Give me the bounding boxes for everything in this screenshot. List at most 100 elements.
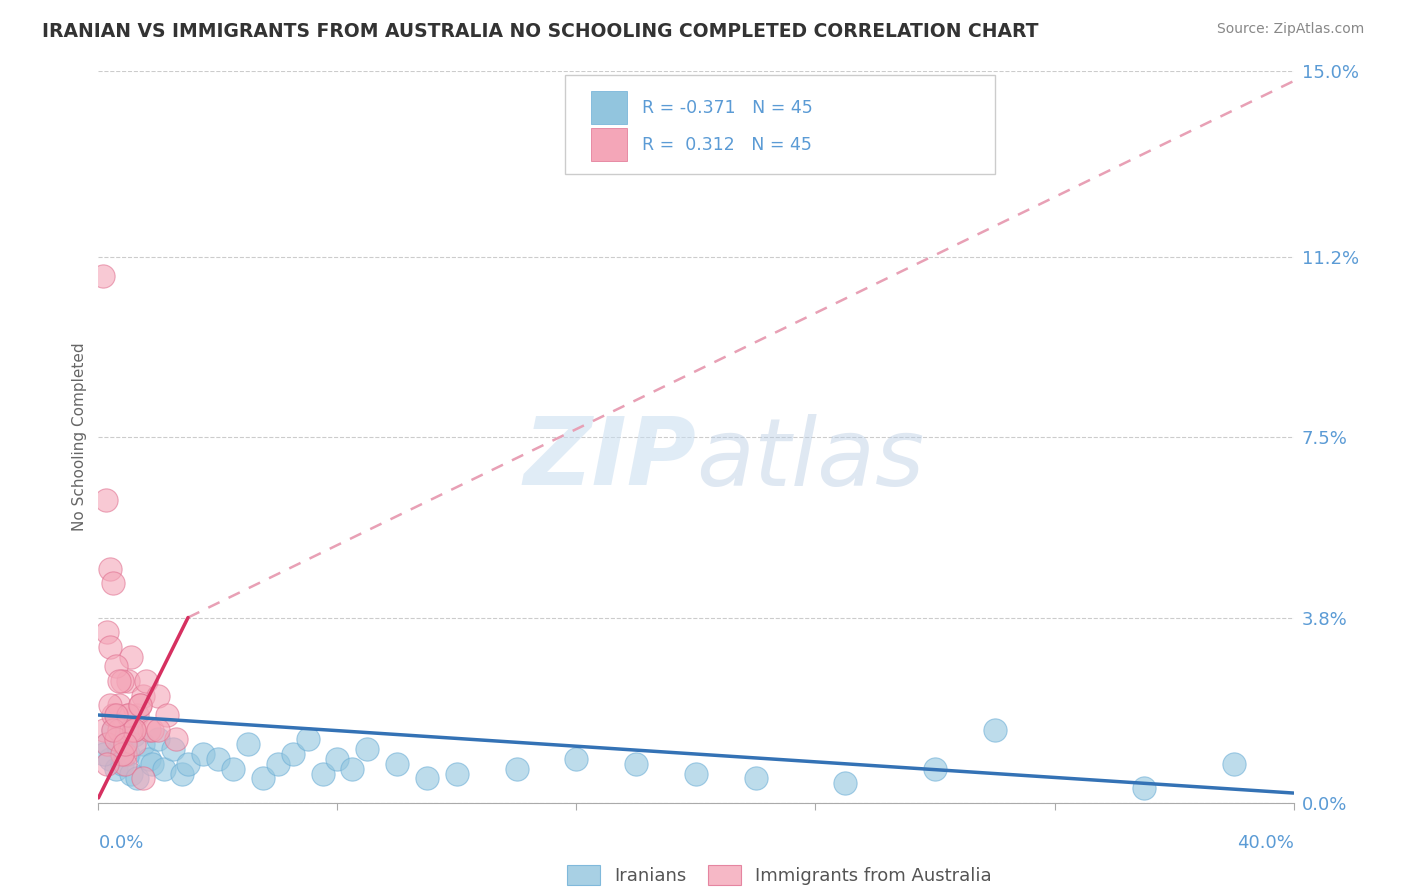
- Point: [103, 576, 125, 591]
- Point: [138, 752, 160, 766]
- Point: [96, 737, 118, 751]
- Point: [626, 756, 648, 771]
- Point: [207, 752, 229, 766]
- Point: [120, 766, 142, 780]
- Point: [124, 737, 146, 751]
- Point: [103, 708, 125, 723]
- Point: [162, 742, 184, 756]
- Point: [924, 762, 946, 776]
- Point: [236, 737, 259, 751]
- Point: [153, 762, 176, 776]
- Point: [124, 723, 146, 737]
- Point: [117, 673, 139, 688]
- Point: [177, 756, 200, 771]
- Point: [311, 766, 333, 780]
- Text: atlas: atlas: [696, 414, 924, 505]
- Point: [93, 723, 115, 737]
- Text: R =  0.312   N = 45: R = 0.312 N = 45: [643, 136, 813, 153]
- Point: [108, 742, 131, 756]
- Point: [108, 723, 131, 737]
- Point: [127, 708, 149, 723]
- Point: [138, 723, 160, 737]
- Point: [148, 732, 170, 747]
- Point: [124, 727, 146, 741]
- Point: [132, 737, 155, 751]
- Point: [385, 756, 409, 771]
- Point: [117, 708, 139, 723]
- Point: [342, 762, 364, 776]
- Point: [108, 698, 131, 713]
- Point: [129, 698, 152, 713]
- Point: [267, 756, 290, 771]
- Point: [117, 747, 139, 761]
- Point: [252, 772, 274, 786]
- Point: [94, 493, 117, 508]
- Point: [100, 640, 122, 654]
- Text: R = -0.371   N = 45: R = -0.371 N = 45: [643, 99, 813, 117]
- Point: [172, 766, 194, 780]
- Point: [105, 762, 128, 776]
- Point: [984, 723, 1007, 737]
- Point: [326, 752, 349, 766]
- Point: [191, 747, 214, 761]
- Text: ZIP: ZIP: [523, 413, 696, 505]
- Point: [141, 756, 163, 771]
- Text: 40.0%: 40.0%: [1237, 834, 1294, 852]
- Point: [114, 747, 136, 761]
- Point: [105, 732, 128, 747]
- Point: [132, 772, 155, 786]
- Point: [105, 708, 128, 723]
- Bar: [591, 92, 627, 124]
- Point: [446, 766, 468, 780]
- Text: 0.0%: 0.0%: [98, 834, 143, 852]
- Point: [111, 747, 134, 761]
- Point: [120, 649, 142, 664]
- Point: [117, 708, 139, 723]
- Point: [141, 723, 163, 737]
- FancyBboxPatch shape: [565, 75, 995, 174]
- Point: [114, 732, 136, 747]
- Point: [165, 732, 187, 747]
- Point: [96, 737, 118, 751]
- Point: [745, 772, 768, 786]
- Point: [93, 747, 115, 761]
- Point: [91, 269, 114, 284]
- Point: [135, 673, 157, 688]
- Point: [156, 708, 179, 723]
- Text: IRANIAN VS IMMIGRANTS FROM AUSTRALIA NO SCHOOLING COMPLETED CORRELATION CHART: IRANIAN VS IMMIGRANTS FROM AUSTRALIA NO …: [42, 22, 1039, 41]
- Point: [132, 689, 155, 703]
- Legend: Iranians, Immigrants from Australia: Iranians, Immigrants from Australia: [560, 858, 1000, 892]
- Point: [1222, 756, 1246, 771]
- Point: [108, 673, 131, 688]
- Point: [96, 756, 118, 771]
- Point: [506, 762, 529, 776]
- Point: [834, 776, 856, 790]
- Y-axis label: No Schooling Completed: No Schooling Completed: [72, 343, 87, 532]
- Point: [565, 752, 588, 766]
- Point: [356, 742, 378, 756]
- Bar: [591, 128, 627, 161]
- Point: [114, 737, 136, 751]
- Point: [100, 752, 122, 766]
- Point: [111, 673, 134, 688]
- Point: [100, 698, 122, 713]
- Point: [222, 762, 245, 776]
- Point: [105, 659, 128, 673]
- Point: [148, 689, 170, 703]
- Point: [96, 625, 118, 640]
- Point: [1133, 781, 1156, 796]
- Point: [105, 708, 128, 723]
- Point: [127, 772, 149, 786]
- Point: [111, 756, 134, 771]
- Point: [129, 698, 152, 713]
- Point: [124, 723, 146, 737]
- Point: [416, 772, 439, 786]
- Point: [120, 723, 142, 737]
- Point: [111, 723, 134, 737]
- Point: [100, 562, 122, 576]
- Point: [103, 723, 125, 737]
- Point: [281, 747, 304, 761]
- Point: [103, 723, 125, 737]
- Point: [114, 756, 136, 771]
- Point: [685, 766, 707, 780]
